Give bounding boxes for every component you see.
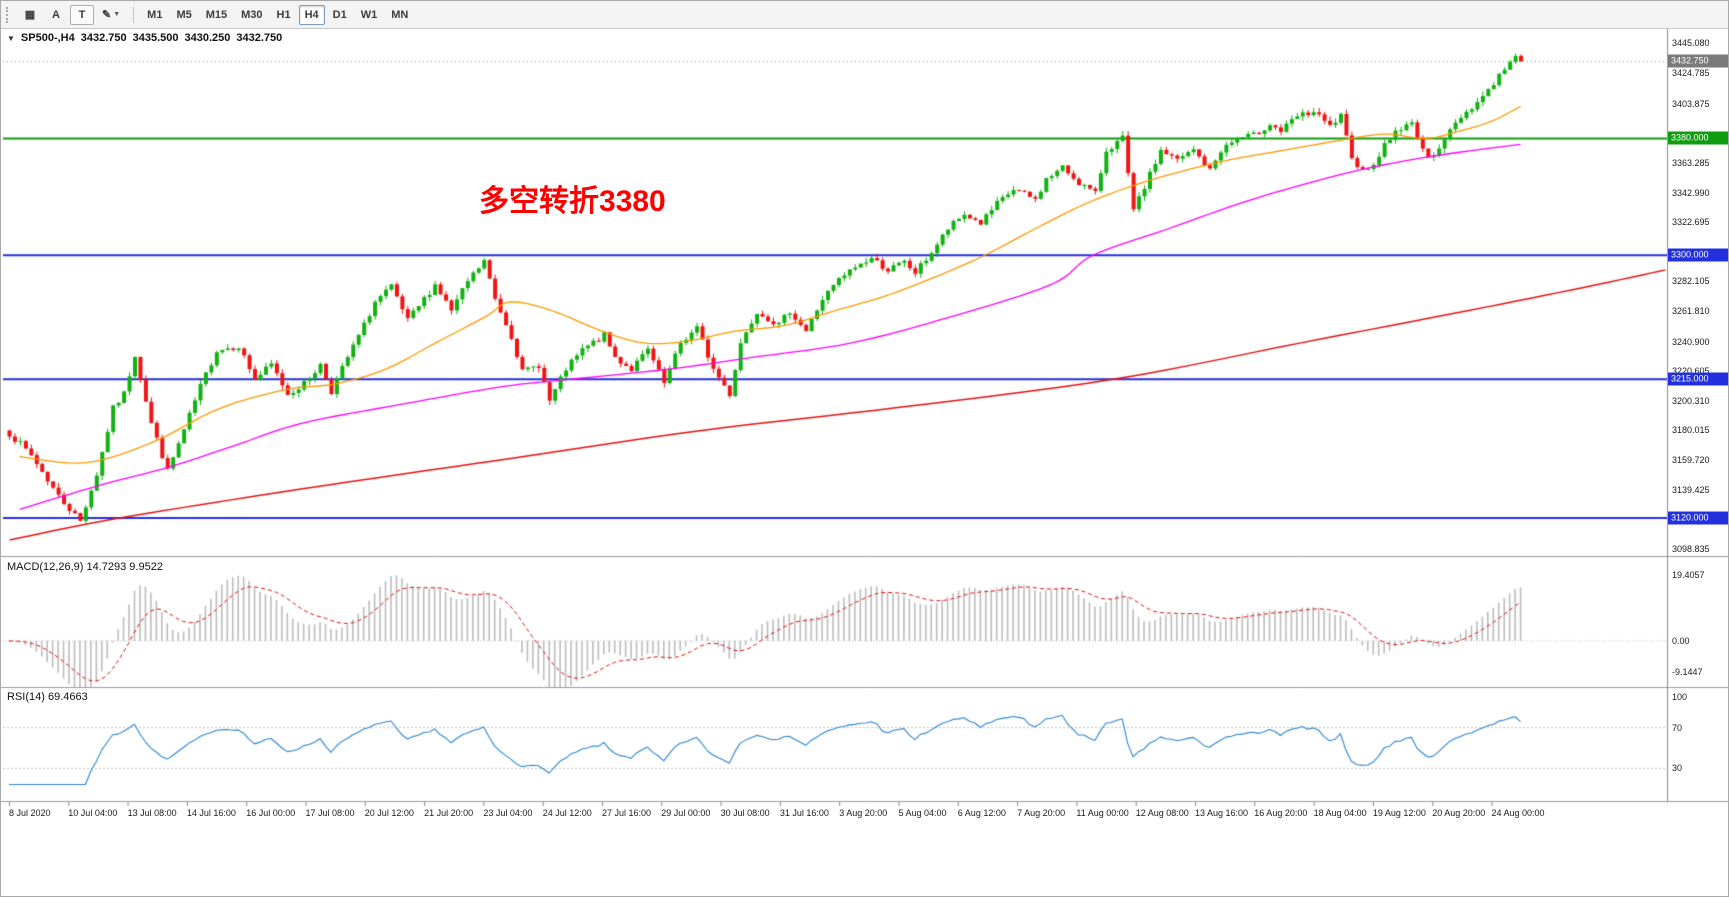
- ohlc-close: 3432.750: [236, 32, 283, 44]
- draw-tool-button[interactable]: ✎ ▼: [96, 5, 126, 25]
- chart-annotation-text[interactable]: 多空转折3380: [479, 185, 666, 218]
- chart-area: ▼ SP500-,H4 3432.750 3435.500 3430.250 3…: [1, 29, 1728, 896]
- timeframe-h1-button[interactable]: H1: [271, 5, 297, 25]
- rsi-indicator-label: RSI(14) 69.4663: [7, 691, 88, 703]
- ohlc-open: 3432.750: [80, 32, 127, 44]
- chart-toolbar: ▦ A T ✎ ▼ M1 M5 M15 M30 H1 H4 D1 W1 MN: [1, 1, 1728, 29]
- pencil-icon: ✎: [102, 9, 112, 21]
- collapse-triangle-icon[interactable]: ▼: [7, 33, 15, 43]
- text-tool-button[interactable]: T: [70, 4, 94, 25]
- price-chart-canvas[interactable]: [1, 29, 1728, 896]
- timeframe-m30-button[interactable]: M30: [235, 5, 268, 25]
- annotation-tool-button[interactable]: A: [44, 5, 68, 25]
- macd-indicator-label: MACD(12,26,9) 14.7293 9.9522: [7, 561, 163, 573]
- ohlc-high: 3435.500: [132, 32, 179, 44]
- chart-grid-icon: ▦: [24, 9, 36, 21]
- symbol-timeframe-label: SP500-,H4: [20, 32, 75, 44]
- timeframe-mn-button[interactable]: MN: [385, 5, 414, 25]
- charts-grid-button[interactable]: ▦: [18, 5, 42, 25]
- timeframe-h4-button[interactable]: H4: [298, 4, 325, 25]
- ohlc-low: 3430.250: [184, 32, 231, 44]
- toolbar-grip[interactable]: [6, 6, 11, 23]
- timeframe-w1-button[interactable]: W1: [355, 5, 384, 25]
- timeframe-m1-button[interactable]: M1: [141, 5, 168, 25]
- chart-symbol-header: ▼ SP500-,H4 3432.750 3435.500 3430.250 3…: [7, 32, 282, 44]
- toolbar-separator: [133, 6, 135, 23]
- timeframe-m15-button[interactable]: M15: [200, 5, 233, 25]
- chevron-down-icon: ▼: [113, 11, 121, 18]
- timeframe-d1-button[interactable]: D1: [327, 5, 353, 25]
- timeframe-m5-button[interactable]: M5: [170, 5, 197, 25]
